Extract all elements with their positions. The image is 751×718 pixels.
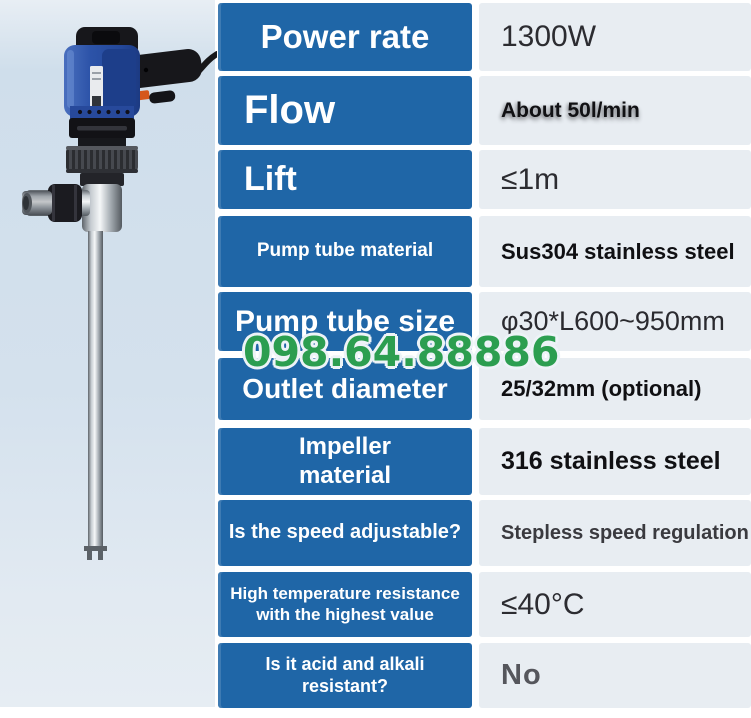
spec-label-text: Power rate <box>260 17 430 55</box>
spec-value-text: About 50l/min <box>501 98 640 122</box>
spec-value: 25/32mm (optional) <box>479 358 751 420</box>
spec-label: High temperature resistance with the hig… <box>218 572 472 637</box>
spec-row: Power rate 1300W <box>218 3 751 71</box>
spec-value: 316 stainless steel <box>479 428 751 495</box>
spec-label-text: Pump tube material <box>256 240 434 262</box>
spec-value-text: ≤1m <box>501 162 560 196</box>
spec-table: Power rate 1300W Flow About 50l/min Lift ≤1m P… <box>218 3 751 708</box>
spec-row: Is the speed adjustable? Stepless speed r… <box>218 500 751 566</box>
spec-label-text: Pump tube size <box>234 304 456 338</box>
spec-value-text: ≤40°C <box>501 587 585 621</box>
spec-row: Flow About 50l/min <box>218 76 751 145</box>
spec-value: About 50l/min <box>479 76 751 145</box>
spec-row: Outlet diameter 25/32mm (optional) <box>218 358 751 420</box>
spec-value: ≤40°C <box>479 572 751 637</box>
spec-label: Outlet diameter <box>218 358 472 420</box>
spec-label-text: Is the speed adjustable? <box>228 521 462 544</box>
spec-value: ≤1m <box>479 150 751 209</box>
spec-label: Pump tube size <box>218 292 472 351</box>
spec-value-text: 1300W <box>501 20 597 53</box>
spec-label: Impeller material <box>218 428 472 495</box>
spec-value-text: 316 stainless steel <box>501 447 721 475</box>
spec-label-text: Lift <box>244 160 297 199</box>
spec-value: Stepless speed regulation <box>479 500 751 566</box>
spec-value-text: 25/32mm (optional) <box>501 376 702 401</box>
spec-value: Sus304 stainless steel <box>479 216 751 287</box>
spec-label: Power rate <box>218 3 472 71</box>
spec-label-text: Outlet diameter <box>242 373 448 405</box>
phone-number-watermark: 098.64.88886 <box>243 328 560 376</box>
spec-label-text: High temperature resistance with the hig… <box>230 584 460 624</box>
spec-value-text: No <box>501 659 542 691</box>
spec-row: Pump tube size φ30*L600~950mm <box>218 292 751 351</box>
spec-value: φ30*L600~950mm <box>479 292 751 351</box>
electric-drum-pump-illustration <box>22 27 220 560</box>
spec-label: Pump tube material <box>218 216 472 287</box>
outlet-tee <box>22 184 122 232</box>
spec-value-text: Stepless speed regulation <box>501 521 749 544</box>
spec-label-text: Impeller material <box>298 433 392 489</box>
spec-row: Impeller material 316 stainless steel <box>218 428 751 495</box>
collar-ring-nut <box>66 146 138 186</box>
spec-value-text: φ30*L600~950mm <box>501 306 725 336</box>
spec-row: High temperature resistance with the hig… <box>218 572 751 637</box>
spec-label: Is it acid and alkali resistant? <box>218 643 472 708</box>
spec-label: Lift <box>218 150 472 209</box>
spec-value-text: Sus304 stainless steel <box>501 238 735 264</box>
spec-row: Lift ≤1m <box>218 150 751 209</box>
spec-label: Is the speed adjustable? <box>218 500 472 566</box>
product-photo-panel <box>0 0 220 707</box>
motor-head <box>64 27 140 148</box>
spec-label-text: Is it acid and alkali resistant? <box>265 654 425 696</box>
spec-label-text: Flow <box>244 87 336 132</box>
spec-label: Flow <box>218 76 472 145</box>
spec-row: Pump tube material Sus304 stainless steel <box>218 216 751 287</box>
spec-row: Is it acid and alkali resistant? No <box>218 643 751 708</box>
spec-value: 1300W <box>479 3 751 71</box>
spec-value: No <box>479 643 751 708</box>
suction-tube <box>84 231 107 560</box>
